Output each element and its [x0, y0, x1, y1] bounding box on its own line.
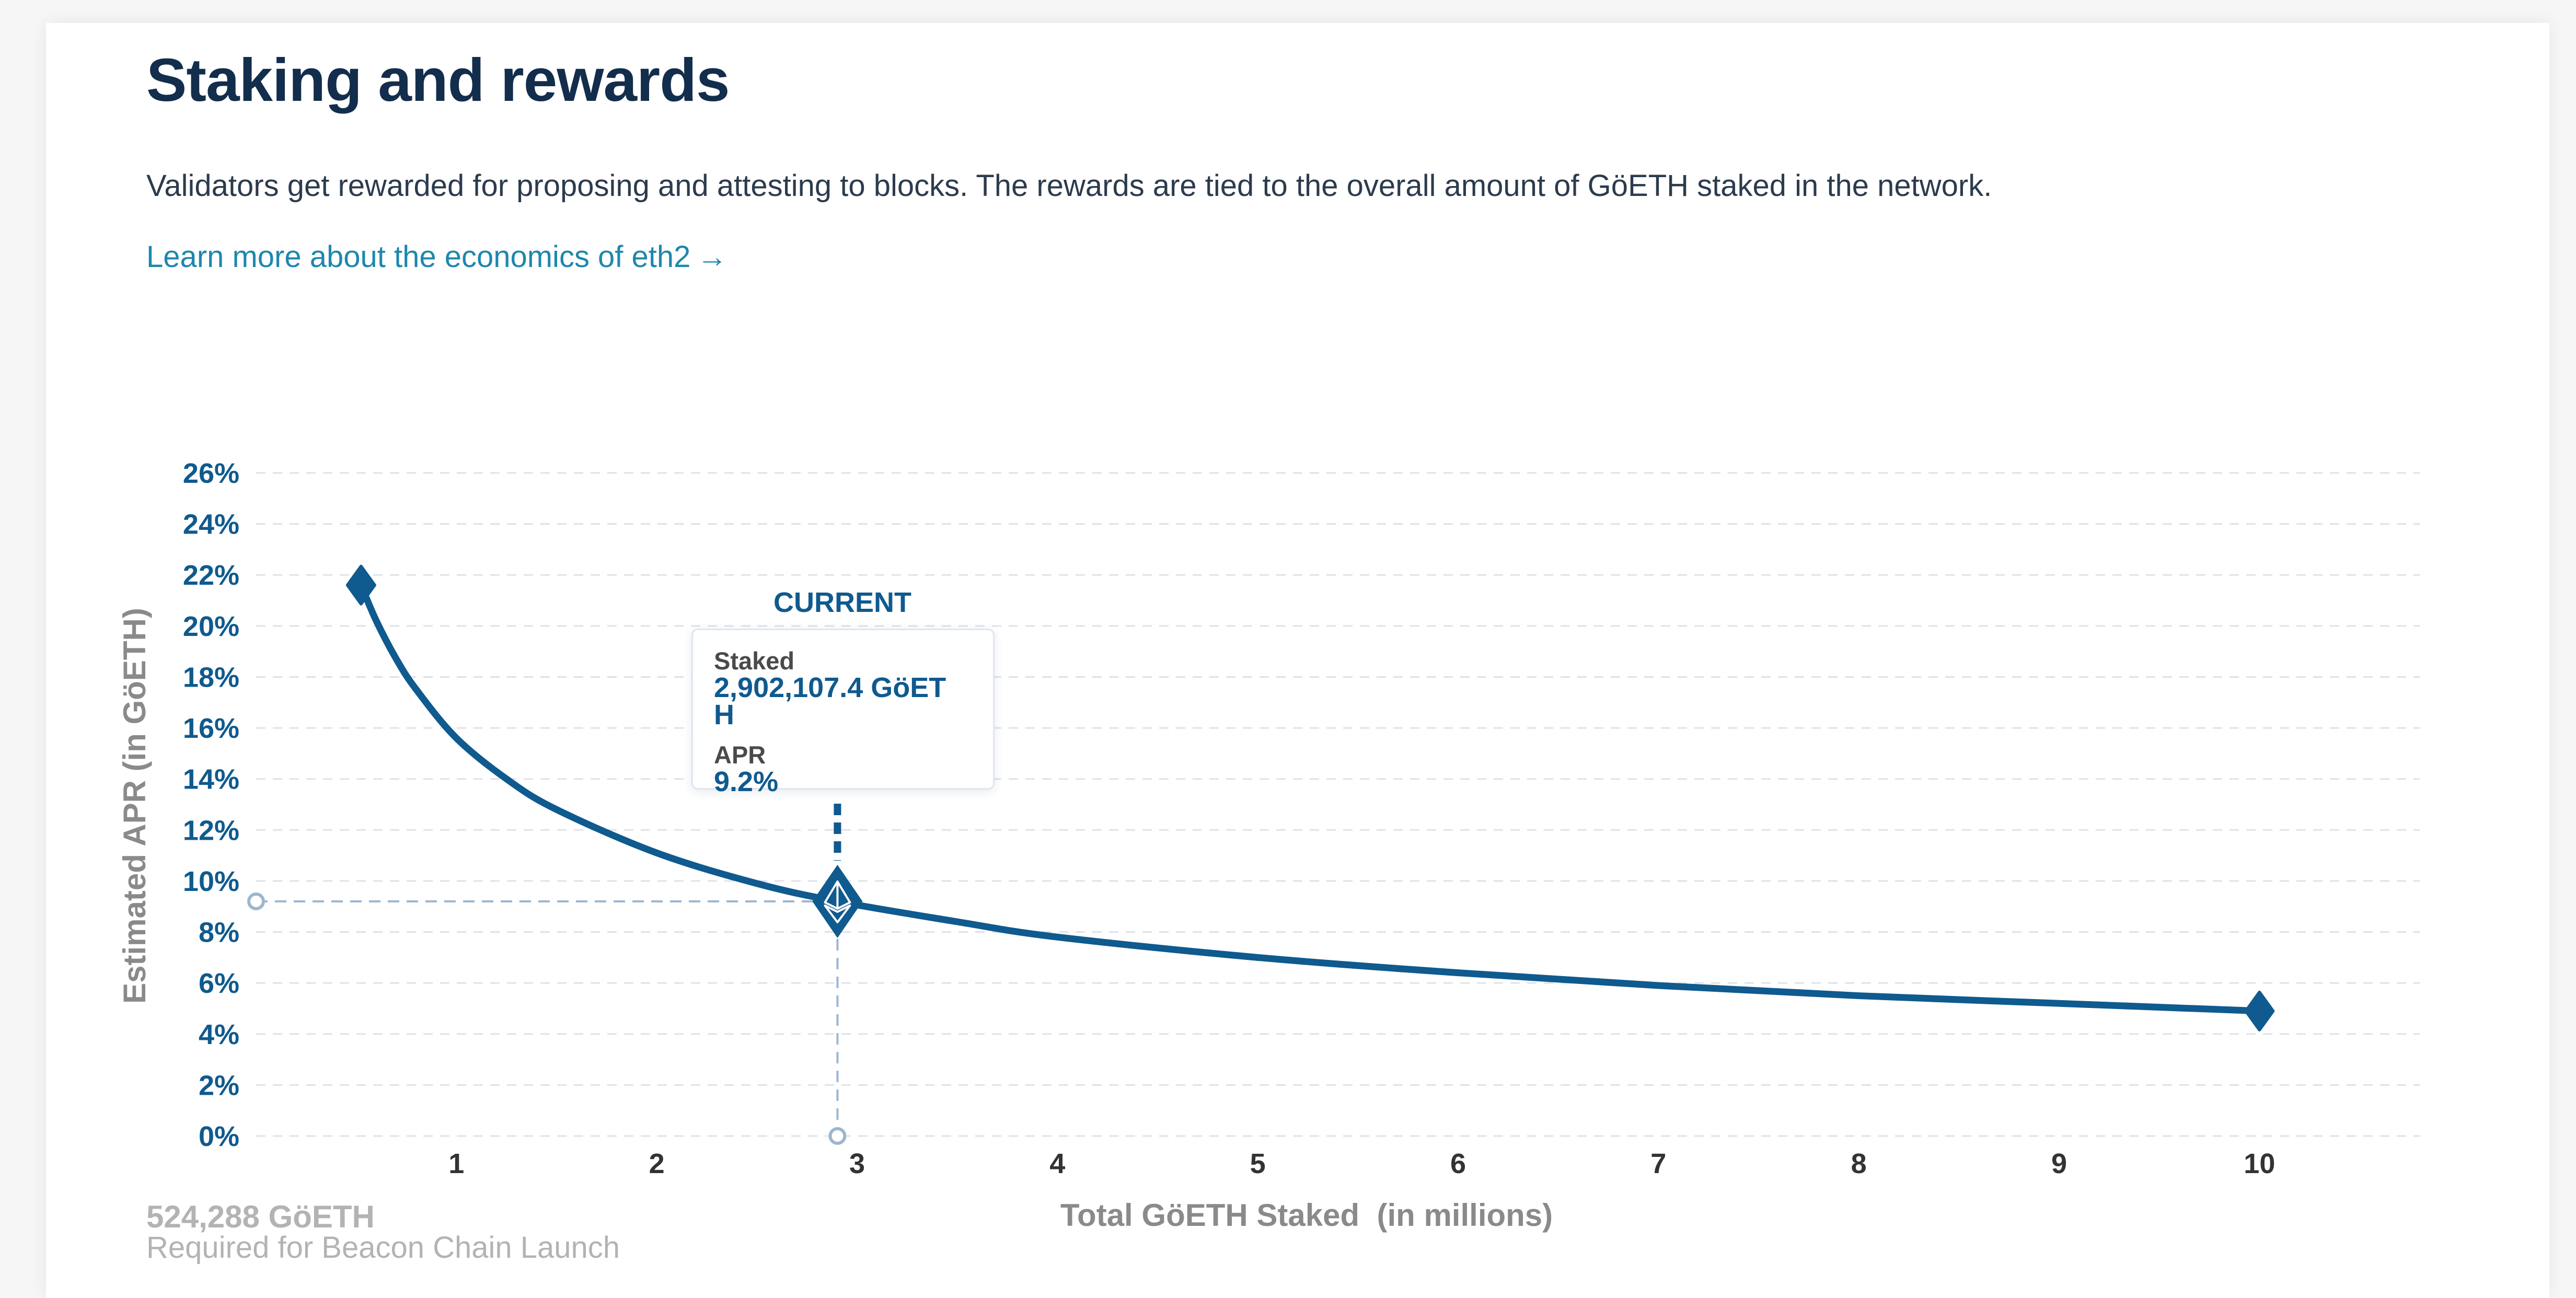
eth-icon-top	[824, 880, 851, 910]
intro-text: Validators get rewarded for proposing an…	[146, 169, 1992, 203]
staked-guide-dot	[828, 1127, 847, 1145]
tooltip-apr-value: 9.2%	[714, 766, 779, 797]
max-marker	[2244, 990, 2275, 1032]
x-tick-label: 10	[2244, 1148, 2275, 1179]
page-title: Staking and rewards	[146, 46, 730, 114]
launch-caption: Required for Beacon Chain Launch	[146, 1231, 620, 1265]
eth-icon	[824, 880, 851, 923]
x-tick-label: 2	[649, 1148, 665, 1179]
x-tick-label: 7	[1650, 1148, 1666, 1179]
x-tick-label: 3	[849, 1148, 865, 1179]
x-axis-ticks: 1 2 3 4 5 6 7 8 9 10	[448, 1148, 2275, 1179]
eth-icon-bottom	[824, 904, 851, 923]
x-tick-label: 9	[2051, 1148, 2067, 1179]
economics-link[interactable]: Learn more about the economics of eth2 →	[146, 239, 727, 274]
y-tick-label: 16%	[183, 713, 239, 744]
current-tooltip: Staked 2,902,107.4 GöETH APR 9.2%	[691, 629, 995, 796]
x-tick-label: 8	[1851, 1148, 1867, 1179]
y-tick-label: 26%	[183, 458, 239, 489]
y-tick-label: 0%	[199, 1121, 239, 1152]
tooltip-staked-label: Staked	[714, 647, 795, 675]
y-tick-label: 12%	[183, 815, 239, 846]
launch-amount: 524,288 GöETH	[146, 1199, 375, 1234]
x-tick-label: 1	[448, 1148, 464, 1179]
current-guides	[247, 804, 847, 1145]
y-tick-label: 18%	[183, 662, 239, 693]
curve-markers	[345, 564, 2275, 1032]
launch-marker	[345, 564, 376, 606]
y-tick-label: 10%	[183, 866, 239, 897]
y-tick-label: 22%	[183, 560, 239, 591]
tooltip-staked-value: 2,902,107.4 GöETH	[714, 672, 946, 731]
y-tick-label: 24%	[183, 509, 239, 540]
x-tick-label: 4	[1049, 1148, 1065, 1179]
y-tick-label: 6%	[199, 968, 239, 999]
apr-guide-dot	[247, 892, 265, 910]
y-tick-label: 8%	[199, 917, 239, 948]
y-tick-label: 2%	[199, 1070, 239, 1101]
tooltip-apr-label: APR	[714, 741, 766, 769]
y-tick-label: 20%	[183, 611, 239, 642]
gridlines	[256, 472, 2420, 1137]
y-axis-ticks: 0% 2% 4% 6% 8% 10% 12% 14% 16% 18% 20% 22% 24% 26%	[183, 458, 239, 1152]
x-tick-label: 6	[1450, 1148, 1466, 1179]
apr-series	[357, 582, 2263, 1015]
y-tick-label: 14%	[183, 764, 239, 795]
x-axis-label: Total GöETH Staked (in millions)	[1060, 1198, 1553, 1233]
x-tick-label: 5	[1250, 1148, 1266, 1179]
arrow-right-icon: →	[697, 240, 727, 274]
y-axis-label: Estimated APR (in GöETH)	[117, 608, 152, 1004]
current-label: CURRENT	[773, 587, 911, 618]
apr-curve	[357, 582, 2263, 1015]
economics-link-label: Learn more about the economics of eth2	[146, 240, 691, 274]
y-tick-label: 4%	[199, 1019, 239, 1050]
